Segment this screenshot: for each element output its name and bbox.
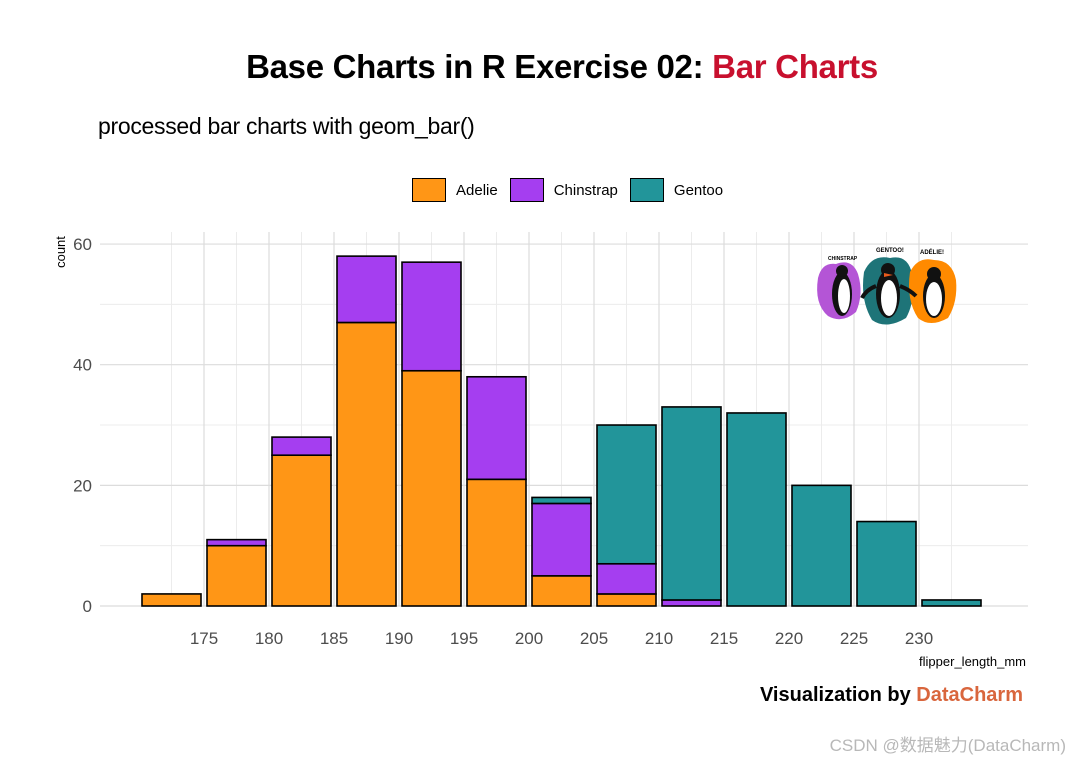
x-tick-label: 180 <box>255 629 283 648</box>
bar-chinstrap <box>661 599 722 607</box>
x-tick-label: 195 <box>450 629 478 648</box>
bar-gentoo <box>531 496 592 505</box>
bar-chinstrap <box>401 261 462 372</box>
chart-title: Base Charts in R Exercise 02: Bar Charts <box>0 48 1080 86</box>
bar-adelie <box>401 369 462 607</box>
bar-chinstrap <box>206 538 267 547</box>
bar-chinstrap <box>466 375 527 481</box>
y-tick-label: 20 <box>73 476 92 495</box>
logo-label-chinstrap: CHINSTRAP <box>828 256 858 262</box>
x-tick-label: 175 <box>190 629 218 648</box>
y-tick-label: 60 <box>73 235 92 254</box>
x-tick-label: 210 <box>645 629 673 648</box>
bar-chinstrap <box>531 502 592 577</box>
logo-label-adelie: ADÉLIE! <box>920 248 944 256</box>
bar-adelie <box>531 575 592 607</box>
x-tick-label: 205 <box>580 629 608 648</box>
caption-brand: DataCharm <box>916 684 1023 706</box>
y-tick-label: 0 <box>83 597 92 616</box>
bar-adelie <box>466 478 527 607</box>
watermark: CSDN @数据魅力(DataCharm) <box>829 736 1066 755</box>
y-axis-title: count <box>53 236 68 268</box>
x-axis-title: flipper_length_mm <box>919 654 1026 669</box>
y-tick-label: 40 <box>73 356 92 375</box>
bar-adelie <box>596 593 657 607</box>
x-tick-label: 225 <box>840 629 868 648</box>
legend-label-adelie: Adelie <box>456 181 498 199</box>
bar-gentoo <box>791 484 852 607</box>
legend-swatch-gentoo <box>629 178 664 202</box>
bar-adelie <box>271 454 332 607</box>
x-tick-label: 215 <box>710 629 738 648</box>
logo-label-gentoo: GENTOO! <box>876 248 904 254</box>
x-tick-label: 200 <box>515 629 543 648</box>
bar-gentoo <box>661 406 722 601</box>
bar-gentoo <box>856 520 917 607</box>
x-tick-label: 230 <box>905 629 933 648</box>
chart-title-main: Base Charts in R Exercise 02: <box>246 48 713 85</box>
bar-adelie <box>141 593 202 607</box>
legend-label-gentoo: Gentoo <box>673 181 724 199</box>
legend: Adelie Chinstrap Gentoo <box>412 178 735 202</box>
legend-label-chinstrap: Chinstrap <box>553 181 618 199</box>
legend-swatch-chinstrap <box>509 178 544 202</box>
chart-subtitle: processed bar charts with geom_bar() <box>98 113 475 139</box>
bar-adelie <box>336 321 397 607</box>
chart-title-accent: Bar Charts <box>712 48 878 85</box>
legend-item-gentoo: Gentoo <box>629 178 724 202</box>
bar-gentoo <box>921 599 982 607</box>
x-tick-label: 220 <box>775 629 803 648</box>
caption: Visualization by DataCharm <box>760 684 1023 707</box>
legend-swatch-adelie <box>412 178 446 202</box>
bar-chinstrap <box>336 255 397 324</box>
bar-gentoo <box>726 412 787 607</box>
penguins-logo: CHINSTRAP GENTOO! ADÉLIE! <box>817 248 957 325</box>
legend-item-chinstrap: Chinstrap <box>509 178 618 202</box>
bar-chinstrap <box>271 436 332 456</box>
caption-prefix: Visualization by <box>759 684 917 706</box>
bar-gentoo <box>596 424 657 565</box>
bar-adelie <box>206 544 267 607</box>
legend-item-adelie: Adelie <box>412 178 498 202</box>
bar-chinstrap <box>596 562 657 595</box>
x-tick-label: 185 <box>320 629 348 648</box>
x-tick-label: 190 <box>385 629 413 648</box>
